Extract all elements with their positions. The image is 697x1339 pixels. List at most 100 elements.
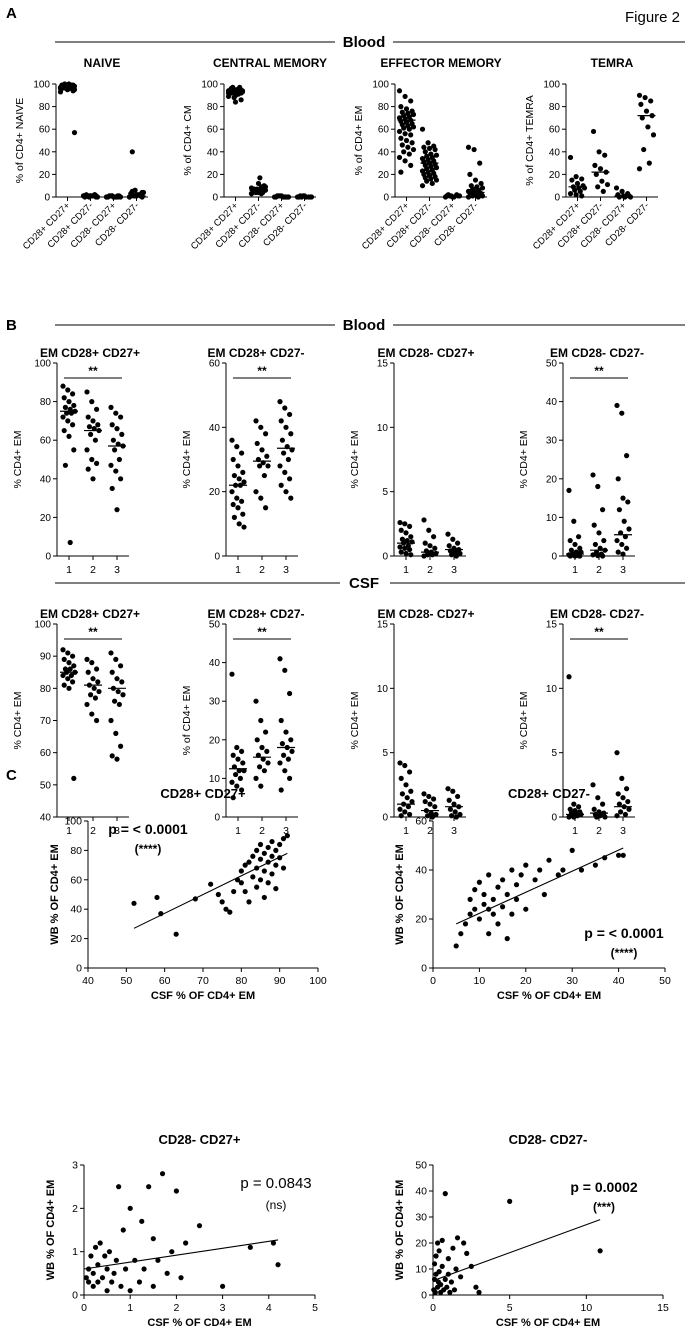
data-point — [600, 507, 606, 513]
x-axis-label: CSF % OF CD4+ EM — [147, 1317, 251, 1329]
data-point — [241, 768, 247, 774]
regression-line — [455, 847, 624, 925]
data-point — [86, 1279, 92, 1285]
y-tick-label: 0 — [421, 963, 427, 975]
data-point — [116, 456, 122, 463]
chart-c1: EM CD28+ CD27+ 40 50 60 70 80 90 100 % CD4+ EM 1 2… — [12, 607, 140, 837]
data-point — [173, 1188, 179, 1194]
data-point — [449, 552, 455, 558]
data-point — [120, 1227, 126, 1233]
y-axis-label: % of CD4+ TEMRA — [524, 95, 536, 186]
data-point — [85, 414, 91, 420]
data-point — [223, 906, 229, 912]
data-point — [237, 85, 243, 92]
data-point — [624, 786, 630, 792]
data-point — [433, 152, 440, 158]
data-point — [410, 146, 417, 153]
data-point — [254, 440, 260, 447]
y-tick-label: 20 — [378, 170, 390, 181]
data-point — [90, 1270, 96, 1276]
x-tick-label: 1 — [572, 564, 578, 576]
data-point — [102, 1253, 108, 1259]
data-point — [241, 479, 247, 485]
data-point — [90, 1283, 96, 1289]
data-point — [109, 422, 115, 428]
y-axis-label: % of CD4+ CM — [182, 105, 194, 175]
data-point — [254, 737, 260, 743]
y-tick-label: 15 — [377, 620, 389, 631]
data-point — [398, 775, 404, 782]
data-point — [237, 775, 243, 782]
data-point — [403, 550, 409, 557]
data-point — [593, 171, 599, 177]
data-point — [465, 194, 472, 200]
x-tick-label: 5 — [507, 1302, 513, 1314]
y-tick-label: 40 — [209, 658, 221, 669]
y-tick-label: 60 — [415, 816, 427, 828]
data-point — [236, 768, 242, 774]
data-point — [258, 184, 264, 190]
data-point — [616, 852, 622, 858]
data-point — [278, 787, 284, 793]
x-tick-label: 70 — [197, 975, 209, 987]
data-point — [595, 483, 601, 490]
y-tick-label: 60 — [40, 436, 52, 447]
data-point — [238, 880, 244, 886]
chart-title: EM CD28+ CD27- — [207, 346, 304, 360]
data-point — [648, 98, 654, 104]
data-point — [71, 129, 78, 136]
data-point — [70, 422, 76, 428]
data-point — [509, 867, 515, 873]
chart-title: NAIVE — [84, 56, 121, 70]
data-point — [230, 752, 236, 758]
data-point — [399, 791, 405, 797]
data-point — [467, 171, 473, 177]
y-tick-label: 70 — [40, 716, 52, 727]
data-point — [265, 880, 271, 886]
chart-title: CD28- CD27- — [509, 1132, 588, 1147]
x-tick-label: 90 — [274, 975, 286, 987]
data-point — [490, 896, 496, 903]
data-point — [61, 682, 67, 688]
data-point — [99, 1275, 106, 1281]
data-point — [592, 541, 599, 548]
data-point — [273, 847, 279, 854]
data-point — [457, 811, 463, 818]
data-point — [636, 92, 643, 98]
data-point — [439, 1237, 445, 1243]
data-point — [65, 418, 71, 424]
data-point — [238, 868, 244, 874]
y-tick-label: 2 — [72, 1203, 78, 1215]
data-point — [150, 1236, 156, 1242]
data-point — [278, 717, 284, 724]
data-point — [250, 874, 256, 880]
data-point — [89, 711, 95, 717]
section-title-blood-b: Blood — [343, 317, 386, 334]
data-point — [231, 888, 237, 895]
y-tick-label: 0 — [382, 813, 388, 824]
y-tick-label: 10 — [546, 513, 558, 524]
data-point — [276, 193, 282, 199]
data-point — [404, 537, 410, 544]
data-point — [231, 94, 237, 101]
data-point — [572, 187, 578, 193]
data-point — [60, 383, 66, 389]
data-point — [84, 701, 90, 708]
y-tick-label: 10 — [415, 1264, 427, 1276]
data-point — [141, 1266, 147, 1272]
section-gap-blood-b — [335, 313, 393, 333]
data-point — [426, 527, 432, 533]
data-point — [273, 886, 279, 892]
chart-b2: EM CD28+ CD27- 0 20 40 60 % CD4+ EM 1 2 3 ** — [181, 346, 305, 576]
data-point — [150, 1283, 156, 1289]
x-tick-label: 40 — [82, 975, 94, 987]
data-point — [68, 410, 74, 416]
x-tick-label: 3 — [114, 825, 120, 837]
data-point — [622, 811, 629, 818]
data-point — [398, 104, 404, 110]
data-point — [597, 545, 603, 551]
data-point — [396, 154, 403, 161]
x-tick-label: 1 — [235, 564, 241, 576]
